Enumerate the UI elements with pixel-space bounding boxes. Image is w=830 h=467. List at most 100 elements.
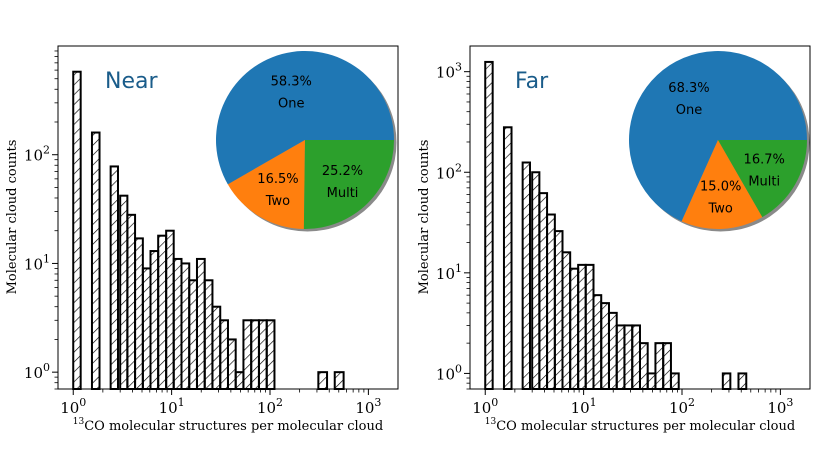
x-tick-label: 100: [60, 396, 86, 417]
histogram-bar: [211, 305, 222, 390]
histogram-bar: [553, 230, 564, 390]
histogram-bar: [569, 267, 580, 390]
panel-far: 100 101 102 103 100 101 102 103 Far 68.3% One 15.…: [417, 45, 811, 434]
histogram-bars: [484, 60, 748, 391]
histogram-bar: [257, 319, 268, 390]
y-axis-label: Molecular cloud counts: [417, 140, 432, 295]
x-tick-label: 103: [355, 396, 381, 417]
pie-percent-label: 16.5%: [257, 172, 298, 187]
pie-category-label: One: [278, 96, 304, 111]
histogram-bar: [654, 342, 665, 391]
pie-chart: 68.3% One 15.0% Two 16.7% Multi: [629, 51, 810, 232]
histogram-bar: [484, 60, 494, 390]
pie-category-label: One: [676, 103, 702, 118]
histogram-bar: [149, 250, 160, 390]
histogram-bar: [623, 324, 634, 390]
histogram-bar: [662, 342, 672, 391]
x-tick-label: 102: [257, 396, 283, 417]
axis-ticks: 100 101 102 103 100 101 102 103: [436, 61, 794, 417]
y-axis-label: Molecular cloud counts: [5, 140, 20, 295]
histogram-bar: [250, 319, 260, 390]
histogram-bar: [242, 319, 253, 390]
x-axis-label-superscript: 13: [73, 417, 85, 427]
histogram-bar: [265, 319, 276, 390]
x-tick-label: 101: [159, 396, 185, 417]
histogram-bar: [502, 126, 513, 391]
y-tick-label: 102: [436, 161, 462, 182]
pie-percent-label: 16.7%: [744, 153, 785, 168]
histogram-bar: [90, 131, 101, 390]
axis-ticks: 100 101 102 103 100 101 102: [24, 50, 381, 417]
histogram-bar: [157, 234, 168, 390]
histogram-bar: [721, 372, 732, 390]
histogram-bar: [600, 302, 610, 390]
histogram-bar: [195, 257, 206, 390]
pie-slice-one: [215, 50, 394, 185]
pie-chart: 58.3% One 16.5% Two 25.2% Multi: [215, 50, 397, 232]
histogram-bar: [333, 371, 345, 391]
histogram-bar: [141, 267, 152, 391]
x-axis-label: 13CO molecular structures per molecular …: [73, 417, 383, 434]
histogram-bar: [531, 171, 541, 390]
y-tick-label: 100: [24, 361, 50, 382]
pie-category-label: Multi: [748, 175, 780, 190]
histogram-bar: [119, 194, 129, 390]
pie-percent-label: 68.3%: [668, 81, 709, 96]
histogram-bar: [577, 263, 587, 391]
pie-slice-two: [227, 140, 305, 229]
histogram-bar: [561, 251, 572, 390]
histogram-bars: [72, 70, 345, 391]
panel-label: Far: [515, 69, 549, 94]
histogram-bar: [317, 371, 329, 391]
histogram-bar: [521, 161, 531, 390]
pie-slice-multi: [718, 140, 808, 218]
histogram-bar: [546, 213, 556, 390]
y-tick-label: 103: [436, 61, 462, 82]
x-axis-label: 13CO molecular structures per molecular …: [485, 417, 795, 434]
x-tick-label: 100: [472, 396, 498, 417]
histogram-bar: [646, 372, 657, 390]
y-tick-label: 101: [436, 262, 462, 283]
histogram-bar: [592, 294, 603, 390]
histogram-bar: [631, 324, 641, 390]
pie-percent-label: 58.3%: [271, 74, 312, 89]
histogram-bar: [180, 262, 191, 390]
panel-label: Near: [105, 69, 158, 94]
histogram-bar: [615, 324, 626, 390]
x-tick-label: 103: [767, 396, 793, 417]
pie-percent-label: 15.0%: [700, 179, 741, 194]
y-tick-label: 102: [24, 144, 50, 165]
x-axis-label-superscript: 13: [485, 417, 497, 427]
y-tick-label: 101: [24, 252, 50, 273]
histogram-bar: [188, 279, 198, 391]
x-axis-label-text: CO molecular structures per molecular cl…: [84, 419, 383, 434]
histogram-bar: [109, 165, 119, 390]
histogram-bar: [219, 319, 229, 390]
pie-category-label: Two: [707, 201, 732, 216]
histogram-bar: [638, 342, 649, 391]
histogram-bar: [165, 229, 175, 390]
y-tick-label: 100: [436, 362, 462, 383]
pie-slice-multi: [303, 140, 394, 229]
x-tick-label: 102: [669, 396, 695, 417]
x-tick-label: 101: [571, 396, 597, 417]
pie-category-label: Multi: [327, 186, 359, 201]
pie-slice-two: [681, 140, 763, 229]
x-axis-label-text: CO molecular structures per molecular cl…: [496, 419, 795, 434]
panel-near: 100 101 102 103 100 101 102 Near 58.3% One 16.5%…: [5, 45, 399, 434]
histogram-bar: [126, 213, 137, 390]
histogram-bar: [538, 192, 549, 390]
histogram-bar: [737, 372, 748, 390]
pie-category-label: Two: [265, 194, 290, 209]
histogram-bar: [203, 279, 214, 391]
histogram-bar: [72, 70, 82, 391]
histogram-bar: [669, 372, 680, 390]
pie-percent-label: 25.2%: [322, 164, 363, 179]
histogram-bar: [584, 263, 595, 391]
histogram-bar: [234, 371, 245, 391]
histogram-bar: [172, 257, 183, 390]
histogram-bar: [607, 311, 618, 391]
histogram-bar: [226, 338, 237, 390]
histogram-bar: [134, 237, 144, 390]
